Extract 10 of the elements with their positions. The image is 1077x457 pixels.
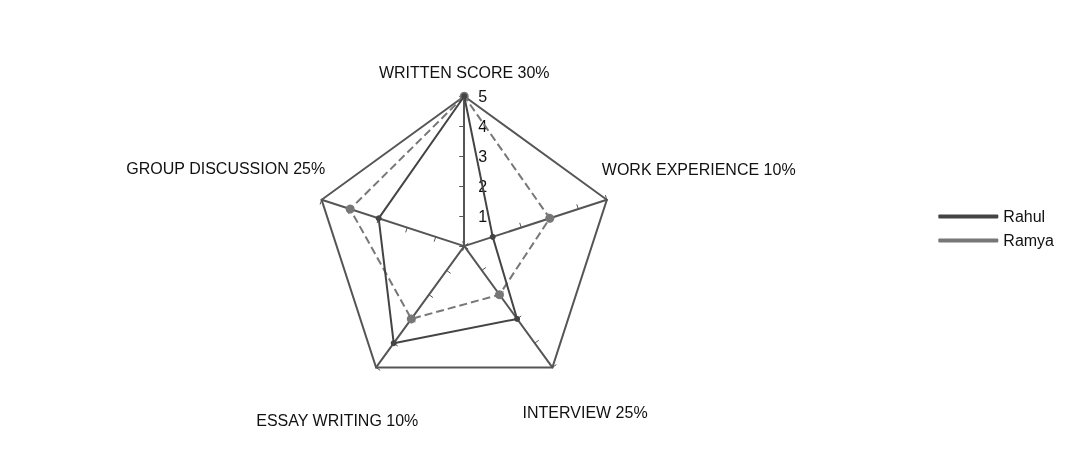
spoke-label: WRITTEN SCORE 30%: [378, 63, 550, 81]
legend-label: Rahul: [1003, 208, 1046, 225]
spoke-label: WORK EXPERIENCE 10%: [601, 161, 796, 179]
y-tick-label: 3: [478, 147, 488, 165]
y-tick-label: 1: [478, 207, 488, 225]
spoke-label: GROUP DISCUSSION 25%: [126, 160, 326, 178]
spoke-label: ESSAY WRITING 10%: [256, 412, 419, 430]
spoke-label: INTERVIEW 25%: [522, 404, 648, 422]
y-tick-label: 5: [478, 87, 488, 105]
legend-label: Ramya: [1003, 232, 1055, 249]
